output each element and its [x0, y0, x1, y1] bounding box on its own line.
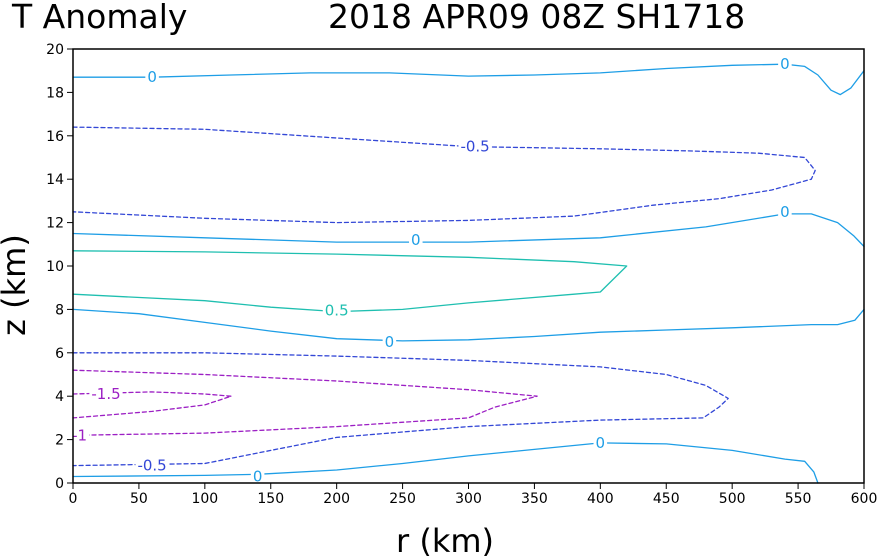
contour-line: [72, 369, 538, 436]
x-tick-label: 300: [455, 491, 482, 507]
contour-line: [72, 391, 232, 419]
y-tick-label: 4: [55, 389, 64, 405]
contour-label: 0: [596, 434, 606, 452]
contour-label-background: [89, 386, 123, 402]
contour-label: 0: [780, 55, 790, 73]
contour-label: 0: [780, 203, 790, 221]
y-tick-label: 2: [55, 433, 64, 449]
contour-label: 0: [385, 333, 395, 351]
y-tick-label: 10: [46, 259, 64, 275]
contour-line: [72, 250, 628, 313]
y-tick-label: 18: [46, 85, 64, 101]
chart-title-left: T Anomaly: [11, 0, 187, 36]
contour-label: -1: [72, 426, 87, 444]
y-tick-label: 20: [46, 42, 64, 58]
y-tick-label: 0: [55, 476, 64, 492]
contour-label-background: [145, 69, 159, 86]
contour-label-background: [593, 434, 608, 451]
contour-line: [72, 352, 729, 467]
contour-label-background: [135, 457, 169, 474]
contour-label: -0.5: [137, 457, 166, 475]
y-axis: 0 2 4 6 8 10 12 14 16 18 20: [46, 42, 73, 492]
x-axis-title: r (km): [396, 522, 494, 559]
contour-line: [72, 442, 819, 484]
y-tick-label: 6: [55, 346, 64, 362]
x-tick-label: 400: [587, 491, 614, 507]
plot-frame: [72, 48, 865, 484]
contour-label-background: [70, 427, 90, 444]
x-tick-label: 450: [653, 491, 680, 507]
x-tick-label: 250: [389, 491, 416, 507]
contour-labels: 0 0 -0.5 0 0 0.5 0 -0.5 -1 -1.5 0 0: [70, 55, 792, 486]
y-tick-label: 8: [55, 302, 64, 318]
contours: [72, 63, 865, 484]
contour-label-background: [250, 468, 265, 485]
y-tick-label: 14: [46, 172, 64, 188]
contour-label: 0: [147, 68, 157, 86]
contour-label-background: [458, 138, 492, 155]
y-tick-label: 16: [46, 129, 64, 145]
x-axis: 0 50 100 150 200 250 300 350 400 450 500 550 600: [69, 483, 878, 507]
x-tick-label: 550: [785, 491, 812, 507]
contour-line: [72, 213, 865, 248]
x-tick-label: 350: [521, 491, 548, 507]
contour-line: [72, 308, 865, 342]
contour-label-background: [409, 232, 423, 248]
x-tick-label: 600: [851, 491, 878, 507]
contour-label: -1.5: [91, 385, 120, 403]
contour-label: 0: [253, 468, 263, 486]
contour-label-background: [382, 333, 397, 350]
contour-line: [72, 63, 865, 96]
contour-label-background: [322, 302, 351, 319]
contour-line: [72, 126, 816, 224]
contour-label-background: [778, 203, 792, 220]
contour-label: 0.5: [325, 302, 349, 320]
y-tick-label: 12: [46, 216, 64, 232]
contour-label-background: [778, 56, 792, 73]
x-tick-label: 150: [257, 491, 284, 507]
x-tick-label: 0: [69, 491, 78, 507]
x-tick-label: 50: [130, 491, 148, 507]
x-tick-label: 500: [719, 491, 746, 507]
x-tick-label: 200: [323, 491, 350, 507]
contour-label: -0.5: [460, 138, 489, 156]
chart-title-right: 2018 APR09 08Z SH1718: [328, 0, 745, 36]
y-axis-title: z (km): [0, 234, 33, 336]
contour-label: 0: [411, 231, 421, 249]
x-tick-label: 100: [191, 491, 218, 507]
